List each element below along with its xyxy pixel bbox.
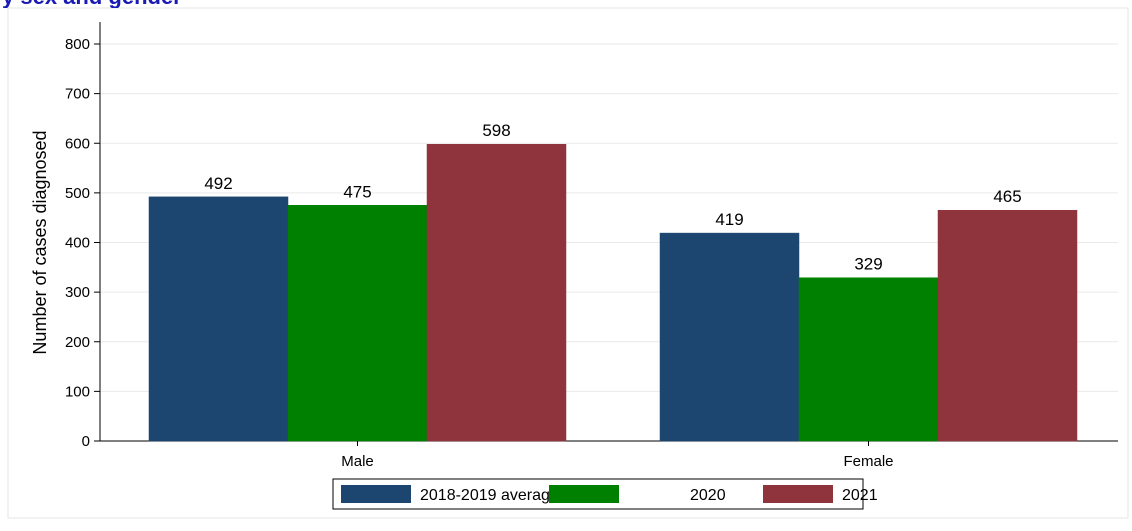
clipped-title: y sex and gender	[0, 0, 210, 8]
y-tick-label: 500	[65, 185, 90, 202]
data-label-male-2021: 598	[482, 121, 510, 140]
bar-male-2021	[426, 143, 567, 442]
legend-label-2020: 2020	[690, 487, 726, 504]
bar-male-2018-2019-average	[148, 196, 289, 442]
data-label-male-2018-2019-average: 492	[204, 174, 232, 193]
chart-frame	[7, 7, 1129, 519]
legend-swatch-2020	[549, 485, 619, 503]
y-tick-label: 100	[65, 383, 90, 400]
data-label-female-2020: 329	[854, 255, 882, 274]
bar-female-2020	[798, 277, 939, 442]
y-tick-label: 200	[65, 334, 90, 351]
y-tick-label: 0	[82, 433, 90, 450]
bar-female-2021	[937, 209, 1078, 442]
data-label-female-2018-2019-average: 419	[715, 210, 743, 229]
y-tick-label: 400	[65, 235, 90, 252]
y-tick-label: 700	[65, 86, 90, 103]
legend-swatch-2021	[763, 485, 833, 503]
bar-male-2020	[287, 205, 428, 442]
clipped-title-text: y sex and gender	[2, 0, 182, 8]
legend-label-2018-2019-average: 2018-2019 average	[420, 487, 559, 504]
data-label-female-2021: 465	[993, 187, 1021, 206]
y-tick-label: 300	[65, 284, 90, 301]
data-label-male-2020: 475	[343, 182, 371, 201]
legend-label-2021: 2021	[842, 487, 878, 504]
y-axis-title: Number of cases diagnosed	[30, 130, 50, 354]
bar-female-2018-2019-average	[659, 232, 800, 442]
y-tick-label: 600	[65, 135, 90, 152]
legend-swatch-2018-2019-average	[341, 485, 411, 503]
x-tick-label-male: Male	[341, 453, 374, 470]
y-tick-label: 800	[65, 36, 90, 53]
x-tick-label-female: Female	[843, 453, 893, 470]
